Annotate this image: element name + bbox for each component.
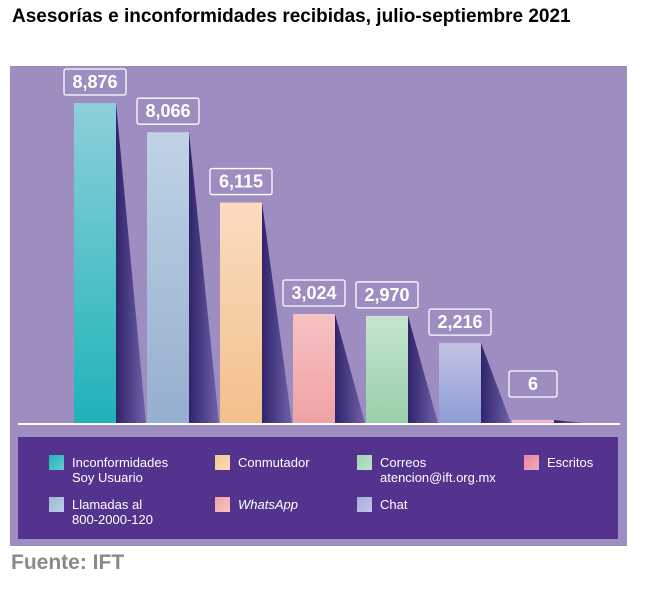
value-label-box [508, 370, 558, 398]
bar [74, 103, 116, 423]
source-note: Fuente: IFT [11, 551, 125, 574]
legend-swatch [215, 455, 230, 470]
bar [512, 420, 554, 423]
legend-label: Chat [380, 497, 408, 512]
value-label: 3,024 [291, 283, 336, 303]
bar-chart: 8,876 8,066 6,115 3,024 2,970 2,216 6 [18, 68, 620, 425]
value-label-box [63, 68, 127, 96]
bar [366, 315, 408, 423]
bar [293, 313, 335, 423]
value-label-box [355, 281, 419, 309]
value-label: 2,216 [437, 312, 482, 332]
value-label: 6,115 [219, 172, 263, 192]
legend-item-escritos: Escritos [524, 455, 593, 470]
value-label-box [428, 308, 492, 336]
legend-item-chat: Chat [357, 497, 407, 512]
bar-shadow [335, 313, 365, 423]
bar-shadow [481, 343, 511, 423]
legend-item-correos: Correos atencion@ift.org.mx [357, 455, 496, 485]
value-label: 8,066 [145, 101, 190, 121]
legend-swatch [49, 455, 64, 470]
value-label-box [282, 279, 346, 307]
legend-swatch [524, 455, 539, 470]
value-label: 8,876 [72, 72, 117, 92]
bar-shadow [554, 420, 584, 423]
legend-swatch [357, 455, 372, 470]
legend-label: Inconformidades Soy Usuario [72, 455, 169, 485]
legend-item-llamadas: Llamadas al 800-2000-120 [49, 497, 153, 527]
bar [147, 132, 189, 424]
legend-item-conmutador: Conmutador [215, 455, 310, 470]
legend: Inconformidades Soy Usuario Llamadas al … [18, 437, 618, 539]
bar-shadow [116, 103, 146, 423]
bar-shadow [408, 315, 438, 423]
legend-swatch [357, 497, 372, 512]
value-label: 6 [528, 374, 538, 394]
bar-shadow [189, 132, 219, 424]
bar [439, 343, 481, 423]
legend-label: Correos atencion@ift.org.mx [380, 455, 496, 485]
value-label-box [209, 167, 273, 196]
legend-swatch [215, 497, 230, 512]
legend-label: Escritos [547, 455, 594, 470]
legend-swatch [49, 497, 64, 512]
value-label: 2,970 [364, 285, 409, 305]
legend-label: WhatsApp [238, 497, 298, 512]
legend-label: Llamadas al 800-2000-120 [72, 497, 153, 527]
chart-title: Asesorías e inconformidades recibidas, j… [12, 6, 571, 27]
bar [220, 202, 262, 423]
legend-item-whatsapp: WhatsApp [215, 497, 298, 512]
legend-label: Conmutador [238, 455, 310, 470]
legend-item-soy-usuario: Inconformidades Soy Usuario [49, 455, 168, 485]
value-label-box [136, 97, 200, 125]
bar-shadow [262, 202, 292, 423]
